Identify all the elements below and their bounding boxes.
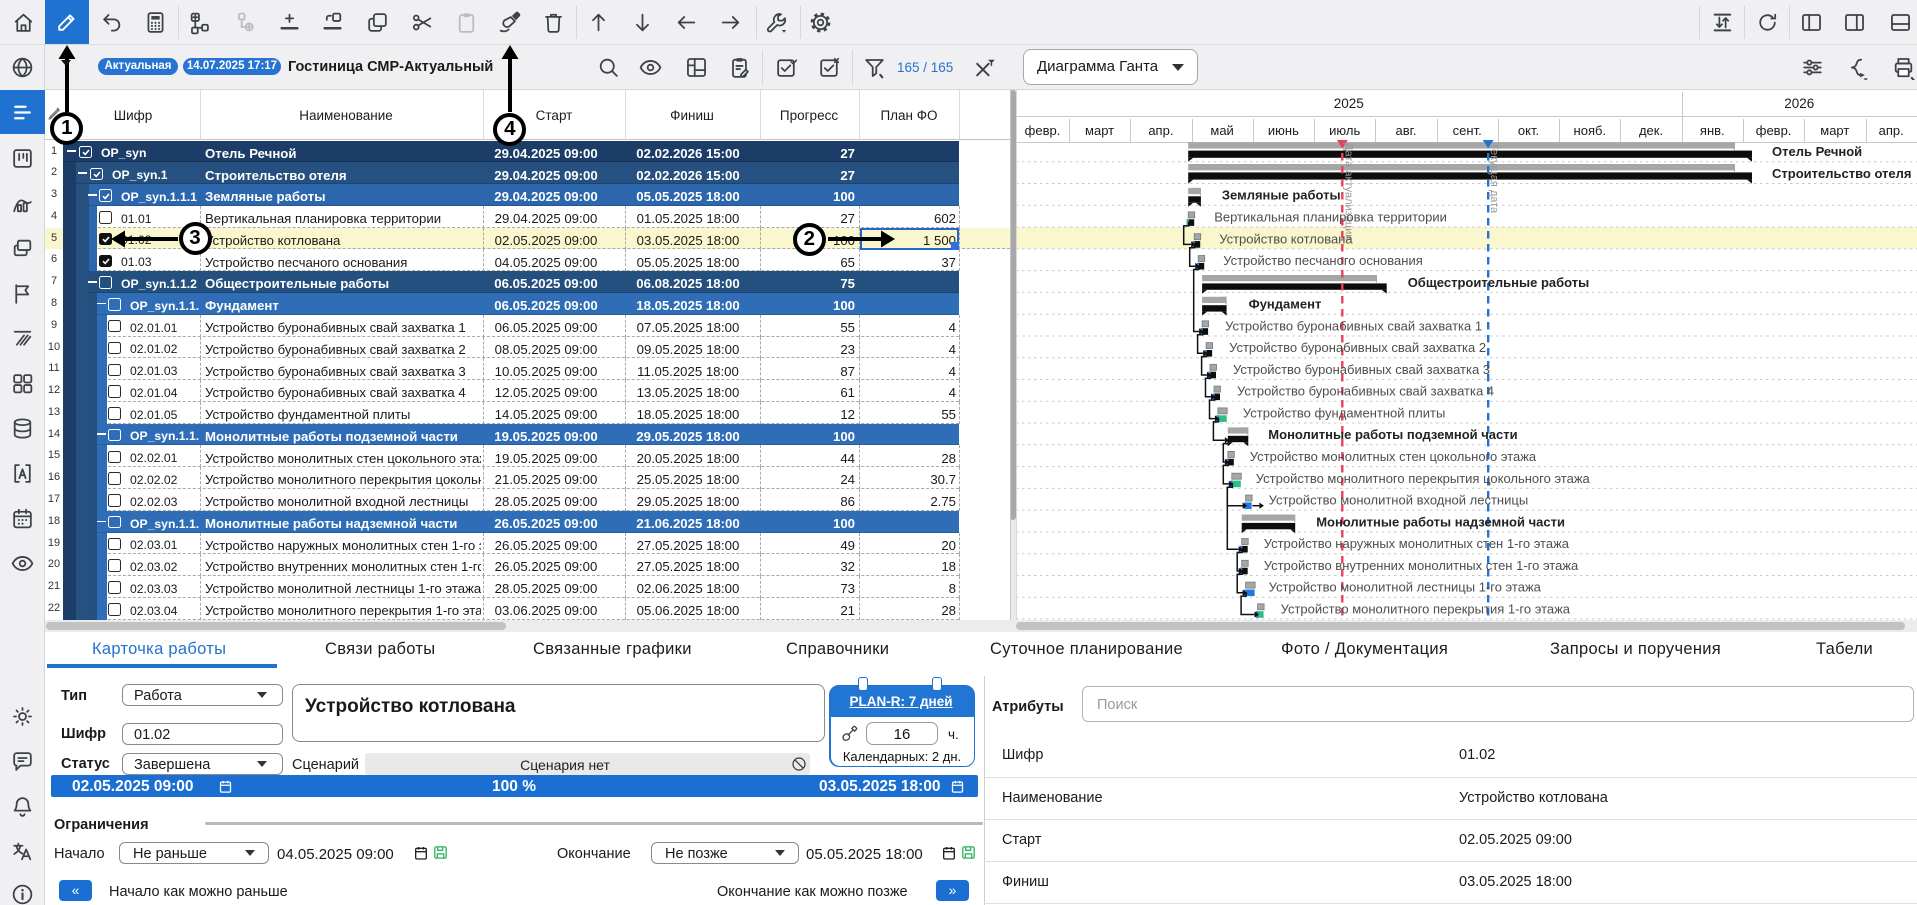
svg-text:Вертикальная планировка террит: Вертикальная планировка территории bbox=[1214, 210, 1447, 225]
svg-text:Общестроительные работы: Общестроительные работы bbox=[1408, 275, 1590, 290]
svg-text:Устройство буронабивных свай з: Устройство буронабивных свай захватка 2 bbox=[1229, 340, 1486, 355]
svg-text:Дата актуализации: Дата актуализации bbox=[1342, 143, 1354, 240]
svg-text:Устройство монолитной лестницы: Устройство монолитной лестницы 1-го этаж… bbox=[1269, 580, 1542, 595]
svg-text:Устройство песчаного основания: Устройство песчаного основания bbox=[1223, 253, 1423, 268]
svg-text:Строительство отеля: Строительство отеля bbox=[1772, 166, 1912, 181]
svg-text:Устройство монолитной входной: Устройство монолитной входной лестницы bbox=[1269, 493, 1529, 508]
svg-text:Устройство буронабивных свай з: Устройство буронабивных свай захватка 3 bbox=[1233, 362, 1490, 377]
svg-text:Устройство внутренних монолитн: Устройство внутренних монолитных стен 1-… bbox=[1264, 558, 1579, 573]
svg-text:Устройство буронабивных свай з: Устройство буронабивных свай захватка 4 bbox=[1237, 384, 1494, 399]
svg-text:Фундамент: Фундамент bbox=[1249, 297, 1322, 312]
svg-text:Земляные работы: Земляные работы bbox=[1222, 188, 1341, 203]
svg-text:Устройство котлована: Устройство котлована bbox=[1219, 231, 1353, 246]
svg-text:Текущая дата: Текущая дата bbox=[1488, 143, 1500, 214]
svg-text:Устройство монолитного перекры: Устройство монолитного перекрытия цоколь… bbox=[1256, 471, 1591, 486]
svg-text:Устройство буронабивных свай з: Устройство буронабивных свай захватка 1 bbox=[1225, 318, 1482, 333]
svg-text:Монолитные работы подземной ча: Монолитные работы подземной части bbox=[1268, 427, 1517, 442]
svg-text:Устройство фундаментной плиты: Устройство фундаментной плиты bbox=[1243, 406, 1445, 421]
svg-text:Устройство монолитного перекры: Устройство монолитного перекрытия 1-го э… bbox=[1281, 601, 1571, 616]
svg-text:Устройство монолитных стен цок: Устройство монолитных стен цокольного эт… bbox=[1250, 449, 1537, 464]
svg-text:Монолитные работы надземной ча: Монолитные работы надземной части bbox=[1316, 514, 1565, 529]
svg-text:Устройство наружных монолитных: Устройство наружных монолитных стен 1-го… bbox=[1264, 536, 1570, 551]
svg-text:Отель Речной: Отель Речной bbox=[1772, 144, 1862, 159]
